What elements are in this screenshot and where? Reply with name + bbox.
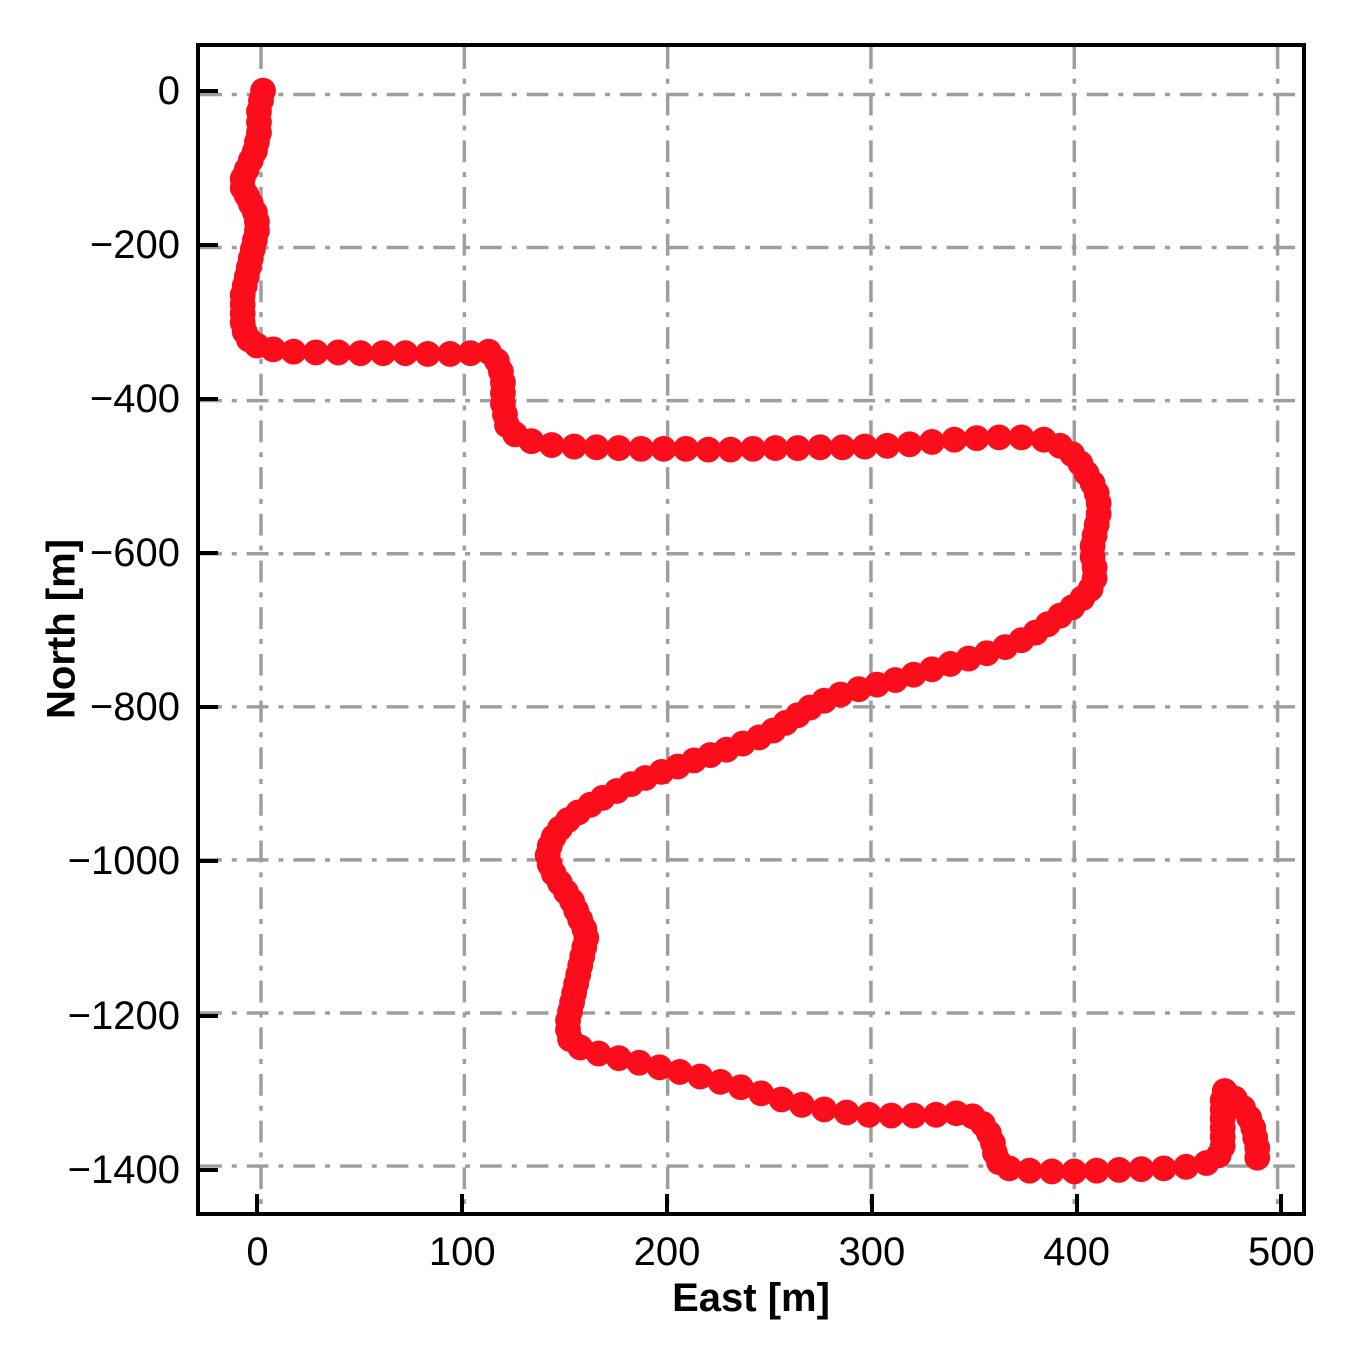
data-point: [740, 435, 766, 462]
data-point: [585, 1040, 612, 1067]
x-tick-mark: [665, 1194, 670, 1214]
data-point: [811, 1096, 838, 1123]
y-tick-mark: [198, 88, 218, 93]
y-tick-label: −200: [89, 222, 180, 267]
data-point: [583, 434, 610, 461]
data-point: [605, 435, 632, 462]
data-point: [280, 338, 307, 365]
y-tick-mark: [198, 551, 218, 556]
y-tick-label: −1200: [67, 993, 180, 1038]
data-point: [666, 1059, 693, 1085]
data-point: [856, 1101, 882, 1128]
data-point: [650, 435, 677, 462]
data-point: [370, 340, 396, 367]
y-tick-label: −1000: [67, 839, 180, 884]
data-point: [538, 432, 565, 458]
data-point: [1150, 1155, 1177, 1182]
x-tick-label: 500: [1248, 1230, 1315, 1274]
data-point: [437, 341, 463, 367]
data-point: [1039, 1158, 1065, 1185]
y-axis-label: North [m]: [39, 539, 84, 719]
x-tick-mark: [460, 1194, 465, 1214]
data-point: [1244, 1144, 1271, 1171]
data-point: [768, 1086, 795, 1113]
y-tick-label: −1400: [67, 1147, 180, 1192]
x-tick-mark: [255, 1194, 260, 1214]
data-point: [919, 429, 945, 455]
data-point: [829, 434, 856, 461]
data-point: [325, 339, 352, 366]
x-tick-label: 100: [428, 1230, 496, 1274]
data-point: [673, 435, 699, 462]
x-tick-mark: [869, 1194, 874, 1214]
y-tick-mark: [198, 859, 218, 864]
plot-area: [196, 43, 1306, 1216]
data-point: [414, 341, 441, 367]
data-point: [963, 425, 990, 452]
data-point: [986, 424, 1012, 451]
data-point: [1008, 424, 1035, 451]
y-tick-mark: [198, 1167, 218, 1172]
data-point: [687, 1063, 714, 1090]
data-point: [518, 428, 545, 455]
x-tick-label: 200: [633, 1230, 701, 1274]
data-point: [896, 431, 923, 458]
data-point: [851, 433, 878, 460]
data-point: [727, 1074, 754, 1101]
data-point: [788, 1091, 815, 1118]
data-point: [628, 435, 655, 462]
data-point: [941, 426, 968, 453]
data-point: [347, 340, 374, 367]
data-point: [923, 1101, 949, 1128]
data-point: [260, 336, 287, 363]
data-point: [807, 434, 834, 461]
data-point: [707, 1068, 734, 1095]
data-point: [900, 1102, 927, 1129]
series-trajectory: [229, 77, 1271, 1185]
y-tick-label: −400: [89, 377, 180, 422]
data-point: [717, 436, 744, 463]
data-point: [874, 432, 901, 459]
y-tick-mark: [198, 1013, 218, 1018]
data-point: [605, 1045, 632, 1072]
data-point: [695, 436, 722, 463]
data-point: [1173, 1153, 1200, 1180]
y-tick-mark: [198, 242, 218, 247]
series-layer: [229, 77, 1271, 1185]
data-point: [1016, 1157, 1043, 1184]
data-point: [1061, 1158, 1088, 1185]
y-tick-mark: [198, 705, 218, 710]
data-point: [626, 1049, 653, 1076]
data-point: [646, 1054, 673, 1081]
x-tick-label: 300: [838, 1230, 906, 1274]
data-point: [561, 433, 588, 460]
x-tick-label: 0: [246, 1230, 269, 1274]
y-tick-label: 0: [157, 68, 180, 113]
data-point: [1128, 1156, 1155, 1183]
data-point: [784, 435, 811, 462]
data-point: [1106, 1156, 1132, 1183]
x-tick-mark: [1074, 1194, 1079, 1214]
data-point: [748, 1080, 775, 1107]
data-point: [878, 1102, 905, 1129]
x-tick-mark: [1279, 1194, 1284, 1214]
y-tick-label: −600: [89, 531, 180, 576]
x-tick-label: 400: [1043, 1230, 1110, 1274]
x-axis-label: East [m]: [672, 1276, 830, 1320]
y-tick-mark: [198, 397, 218, 402]
data-point: [302, 339, 329, 366]
y-tick-label: −800: [89, 685, 180, 730]
data-point: [1083, 1157, 1110, 1184]
data-point: [833, 1099, 860, 1126]
data-point: [762, 435, 789, 462]
data-point: [392, 340, 419, 367]
data-point: [996, 1155, 1023, 1182]
